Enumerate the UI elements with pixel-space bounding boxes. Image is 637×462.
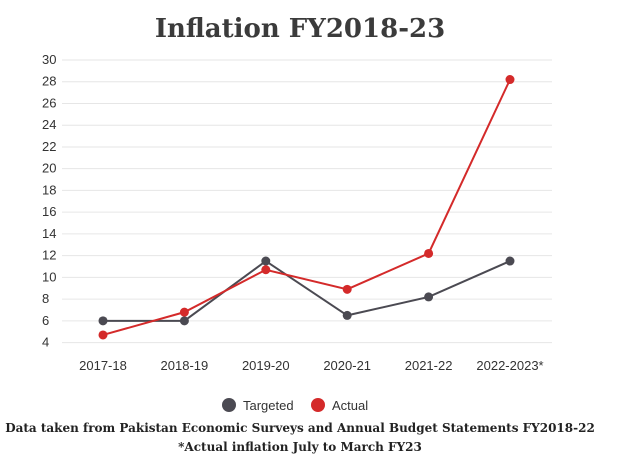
x-axis-ticks: 2017-18 2018-19 2019-20 2020-21 2021-22 2022-… [79,358,543,373]
targeted-legend-label: Targeted [243,398,294,413]
targeted-point [179,316,189,326]
actual-line [102,79,511,336]
actual-point [261,265,271,275]
targeted-point [261,256,271,266]
actual-point [98,330,108,340]
y-axis-ticks: 4 6 8 10 12 14 16 18 20 22 24 26 28 30 [42,52,56,350]
series-lines [102,79,511,336]
chart-title: Inflation FY2018-23 [154,14,446,44]
x-tick-label: 2018-19 [161,358,209,373]
source-note: Data taken from Pakistan Economic Survey… [5,421,595,435]
x-tick-label: 2020-21 [323,358,371,373]
targeted-point [505,256,515,266]
actual-legend-marker [311,398,325,412]
gridlines [62,59,552,344]
targeted-point [342,310,352,320]
x-tick-label: 2017-18 [79,358,127,373]
y-tick-label: 16 [42,204,56,219]
targeted-line [103,259,511,322]
y-tick-label: 8 [42,291,49,306]
actual-legend-label: Actual [332,398,368,413]
y-tick-label: 22 [42,139,56,154]
legend: Targeted Actual [222,398,368,413]
y-tick-label: 26 [42,95,56,110]
asterisk-note: *Actual inflation July to March FY23 [178,440,422,454]
y-tick-label: 4 [42,335,49,350]
targeted-point [98,316,108,326]
y-tick-label: 20 [42,161,56,176]
y-tick-label: 28 [42,74,56,89]
y-tick-label: 18 [42,182,56,197]
series-points [98,75,515,340]
actual-point [342,284,352,294]
y-tick-label: 30 [42,52,56,67]
x-tick-label: 2021-22 [405,358,453,373]
y-tick-label: 12 [42,248,56,263]
targeted-legend-marker [222,398,236,412]
actual-point [179,307,189,317]
actual-point [424,248,434,258]
x-tick-label: 2019-20 [242,358,290,373]
targeted-point [424,292,434,302]
actual-point [505,75,515,85]
x-tick-label: 2022-2023* [476,358,543,373]
y-tick-label: 14 [42,226,56,241]
y-tick-label: 10 [42,269,56,284]
y-tick-label: 6 [42,313,49,328]
y-tick-label: 24 [42,117,56,132]
